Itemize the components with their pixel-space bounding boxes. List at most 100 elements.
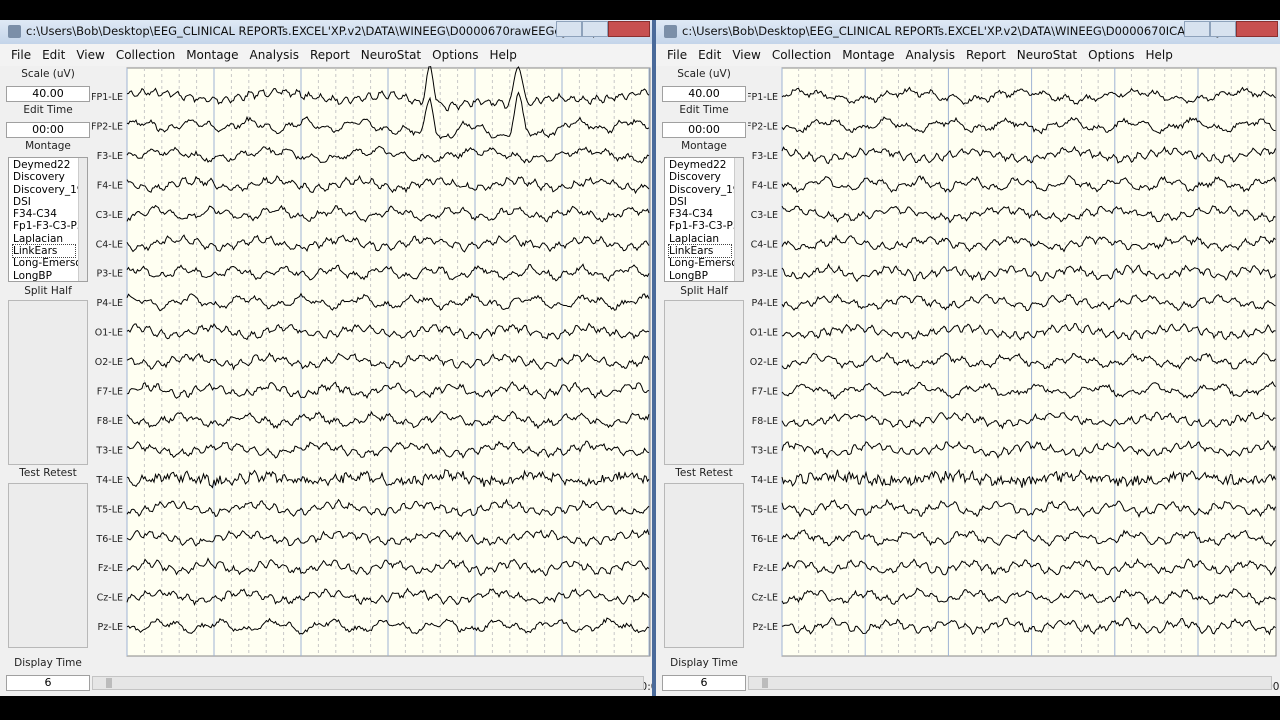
montage-option[interactable]: LinkEars: [668, 244, 732, 259]
app-window: c:\Users\Bob\Desktop\EEG_CLINICAL REPORT…: [0, 20, 652, 696]
menu-item[interactable]: Collection: [115, 48, 176, 62]
channel-label: P3-LE: [97, 269, 124, 280]
eeg-trace: [781, 293, 1276, 312]
menu-item[interactable]: View: [76, 48, 105, 62]
horizontal-scrollbar[interactable]: [92, 676, 644, 690]
montage-option[interactable]: Discovery_19: [13, 183, 84, 196]
menu-item[interactable]: Montage: [186, 48, 239, 62]
montage-option[interactable]: Discovery: [669, 171, 721, 184]
montage-option[interactable]: Deymed22: [669, 159, 727, 171]
montage-option[interactable]: Laplacian: [13, 232, 64, 245]
menu-item[interactable]: Report: [966, 48, 1006, 62]
eeg-trace: [781, 175, 1276, 193]
display-time-input[interactable]: 6: [6, 675, 90, 691]
menu-item[interactable]: Report: [310, 48, 350, 62]
test-retest-box: [664, 483, 744, 648]
montage-option[interactable]: Fp1-F3-C3-P3: [13, 220, 84, 233]
channel-label: T6-LE: [750, 534, 778, 545]
display-time-label: Display Time: [670, 657, 738, 669]
minimize-button[interactable]: [556, 21, 582, 37]
montage-option[interactable]: Discovery_19: [669, 183, 740, 196]
montage-option[interactable]: Discovery: [13, 171, 65, 184]
montage-option[interactable]: DSI: [669, 195, 687, 208]
channel-label: Fz-LE: [98, 563, 123, 574]
montage-option[interactable]: F34-C34: [669, 208, 713, 221]
list-scrollbar: [78, 158, 87, 281]
eeg-trace: [781, 411, 1276, 430]
scroll-thumb[interactable]: [106, 678, 112, 688]
menu-item[interactable]: NeuroStat: [360, 48, 422, 62]
channel-label: F7-LE: [752, 387, 778, 398]
montage-option[interactable]: Laplacian: [669, 232, 720, 245]
scale-input[interactable]: 40.00: [662, 86, 746, 102]
eeg-trace: [781, 468, 1276, 488]
channel-label: O1-LE: [95, 328, 123, 339]
menu-item[interactable]: Help: [1145, 48, 1173, 62]
minimize-button[interactable]: [1184, 21, 1210, 37]
montage-option[interactable]: LinkEars: [12, 244, 76, 259]
channel-label: O2-LE: [95, 357, 123, 368]
montage-option[interactable]: F34-C34: [13, 208, 57, 221]
montage-label: Montage: [25, 140, 71, 152]
menu-item[interactable]: Edit: [42, 48, 66, 62]
app-window: c:\Users\Bob\Desktop\EEG_CLINICAL REPORT…: [656, 20, 1280, 696]
montage-list: Deymed22 Discovery Discovery_19 DSI F34-C34 F…: [664, 157, 744, 282]
maximize-button[interactable]: [582, 21, 608, 37]
montage-option[interactable]: Long-Emersor: [669, 257, 743, 270]
edit-time-input[interactable]: 00:00: [662, 122, 746, 138]
menu-item[interactable]: File: [11, 48, 32, 62]
eeg-trace: [126, 234, 650, 253]
channel-label: FP1-LE: [92, 92, 123, 103]
channel-label: FP2-LE: [92, 121, 123, 132]
channel-label: F3-LE: [752, 151, 778, 162]
scroll-thumb[interactable]: [762, 678, 768, 688]
channel-label: FP2-LE: [748, 121, 778, 132]
menu-item[interactable]: Montage: [842, 48, 895, 62]
menu-item[interactable]: NeuroStat: [1016, 48, 1078, 62]
montage-option[interactable]: LongBP: [669, 269, 708, 282]
test-retest-label: Test Retest: [675, 467, 733, 479]
eeg-trace: [126, 587, 650, 606]
eeg-trace: [781, 380, 1276, 400]
eeg-plot: 00:0000:0100:0200:0300:0400:0500:06FP1-L…: [92, 66, 652, 693]
montage-option[interactable]: Deymed22: [13, 159, 71, 171]
eeg-plot: 00:0000:0100:0200:0300:0400:0500:06FP1-L…: [748, 67, 1280, 693]
montage-option[interactable]: LongBP: [13, 269, 52, 282]
edit-time-input[interactable]: 00:00: [6, 122, 90, 138]
montage-option[interactable]: Fp1-F3-C3-P3: [669, 220, 740, 233]
montage-option[interactable]: DSI: [13, 195, 31, 208]
eeg-trace: [781, 529, 1276, 547]
eeg-trace: [126, 204, 650, 223]
menu-item[interactable]: Options: [1088, 48, 1135, 62]
menu-item[interactable]: File: [667, 48, 688, 62]
maximize-button[interactable]: [1210, 21, 1236, 37]
channel-label: T3-LE: [750, 445, 778, 456]
eeg-trace: [126, 528, 650, 547]
close-button[interactable]: [1236, 21, 1278, 37]
channel-label: P3-LE: [752, 269, 779, 280]
menu-item[interactable]: Help: [489, 48, 517, 62]
eeg-trace: [126, 174, 650, 195]
edit-time-label: Edit Time: [679, 104, 729, 116]
channel-label: C3-LE: [96, 210, 123, 221]
eeg-trace: [781, 234, 1276, 253]
eeg-trace: [126, 381, 650, 400]
scale-input[interactable]: 40.00: [6, 86, 90, 102]
eeg-trace: [781, 352, 1276, 370]
eeg-trace: [126, 322, 650, 341]
menu-item[interactable]: Analysis: [249, 48, 299, 62]
close-button[interactable]: [608, 21, 650, 37]
menu-item[interactable]: Collection: [771, 48, 832, 62]
menu-item[interactable]: Analysis: [905, 48, 955, 62]
window-title: c:\Users\Bob\Desktop\EEG_CLINICAL REPORT…: [682, 24, 1251, 38]
menu-item[interactable]: Options: [432, 48, 479, 62]
horizontal-scrollbar[interactable]: [748, 676, 1272, 690]
menu-item[interactable]: View: [732, 48, 761, 62]
eeg-trace: [126, 498, 650, 517]
display-time-input[interactable]: 6: [662, 675, 746, 691]
display-time-label: Display Time: [14, 657, 82, 669]
montage-option[interactable]: Long-Emersor: [13, 257, 87, 270]
list-scrollbar: [734, 158, 743, 281]
eeg-trace: [126, 469, 650, 489]
menu-item[interactable]: Edit: [698, 48, 722, 62]
